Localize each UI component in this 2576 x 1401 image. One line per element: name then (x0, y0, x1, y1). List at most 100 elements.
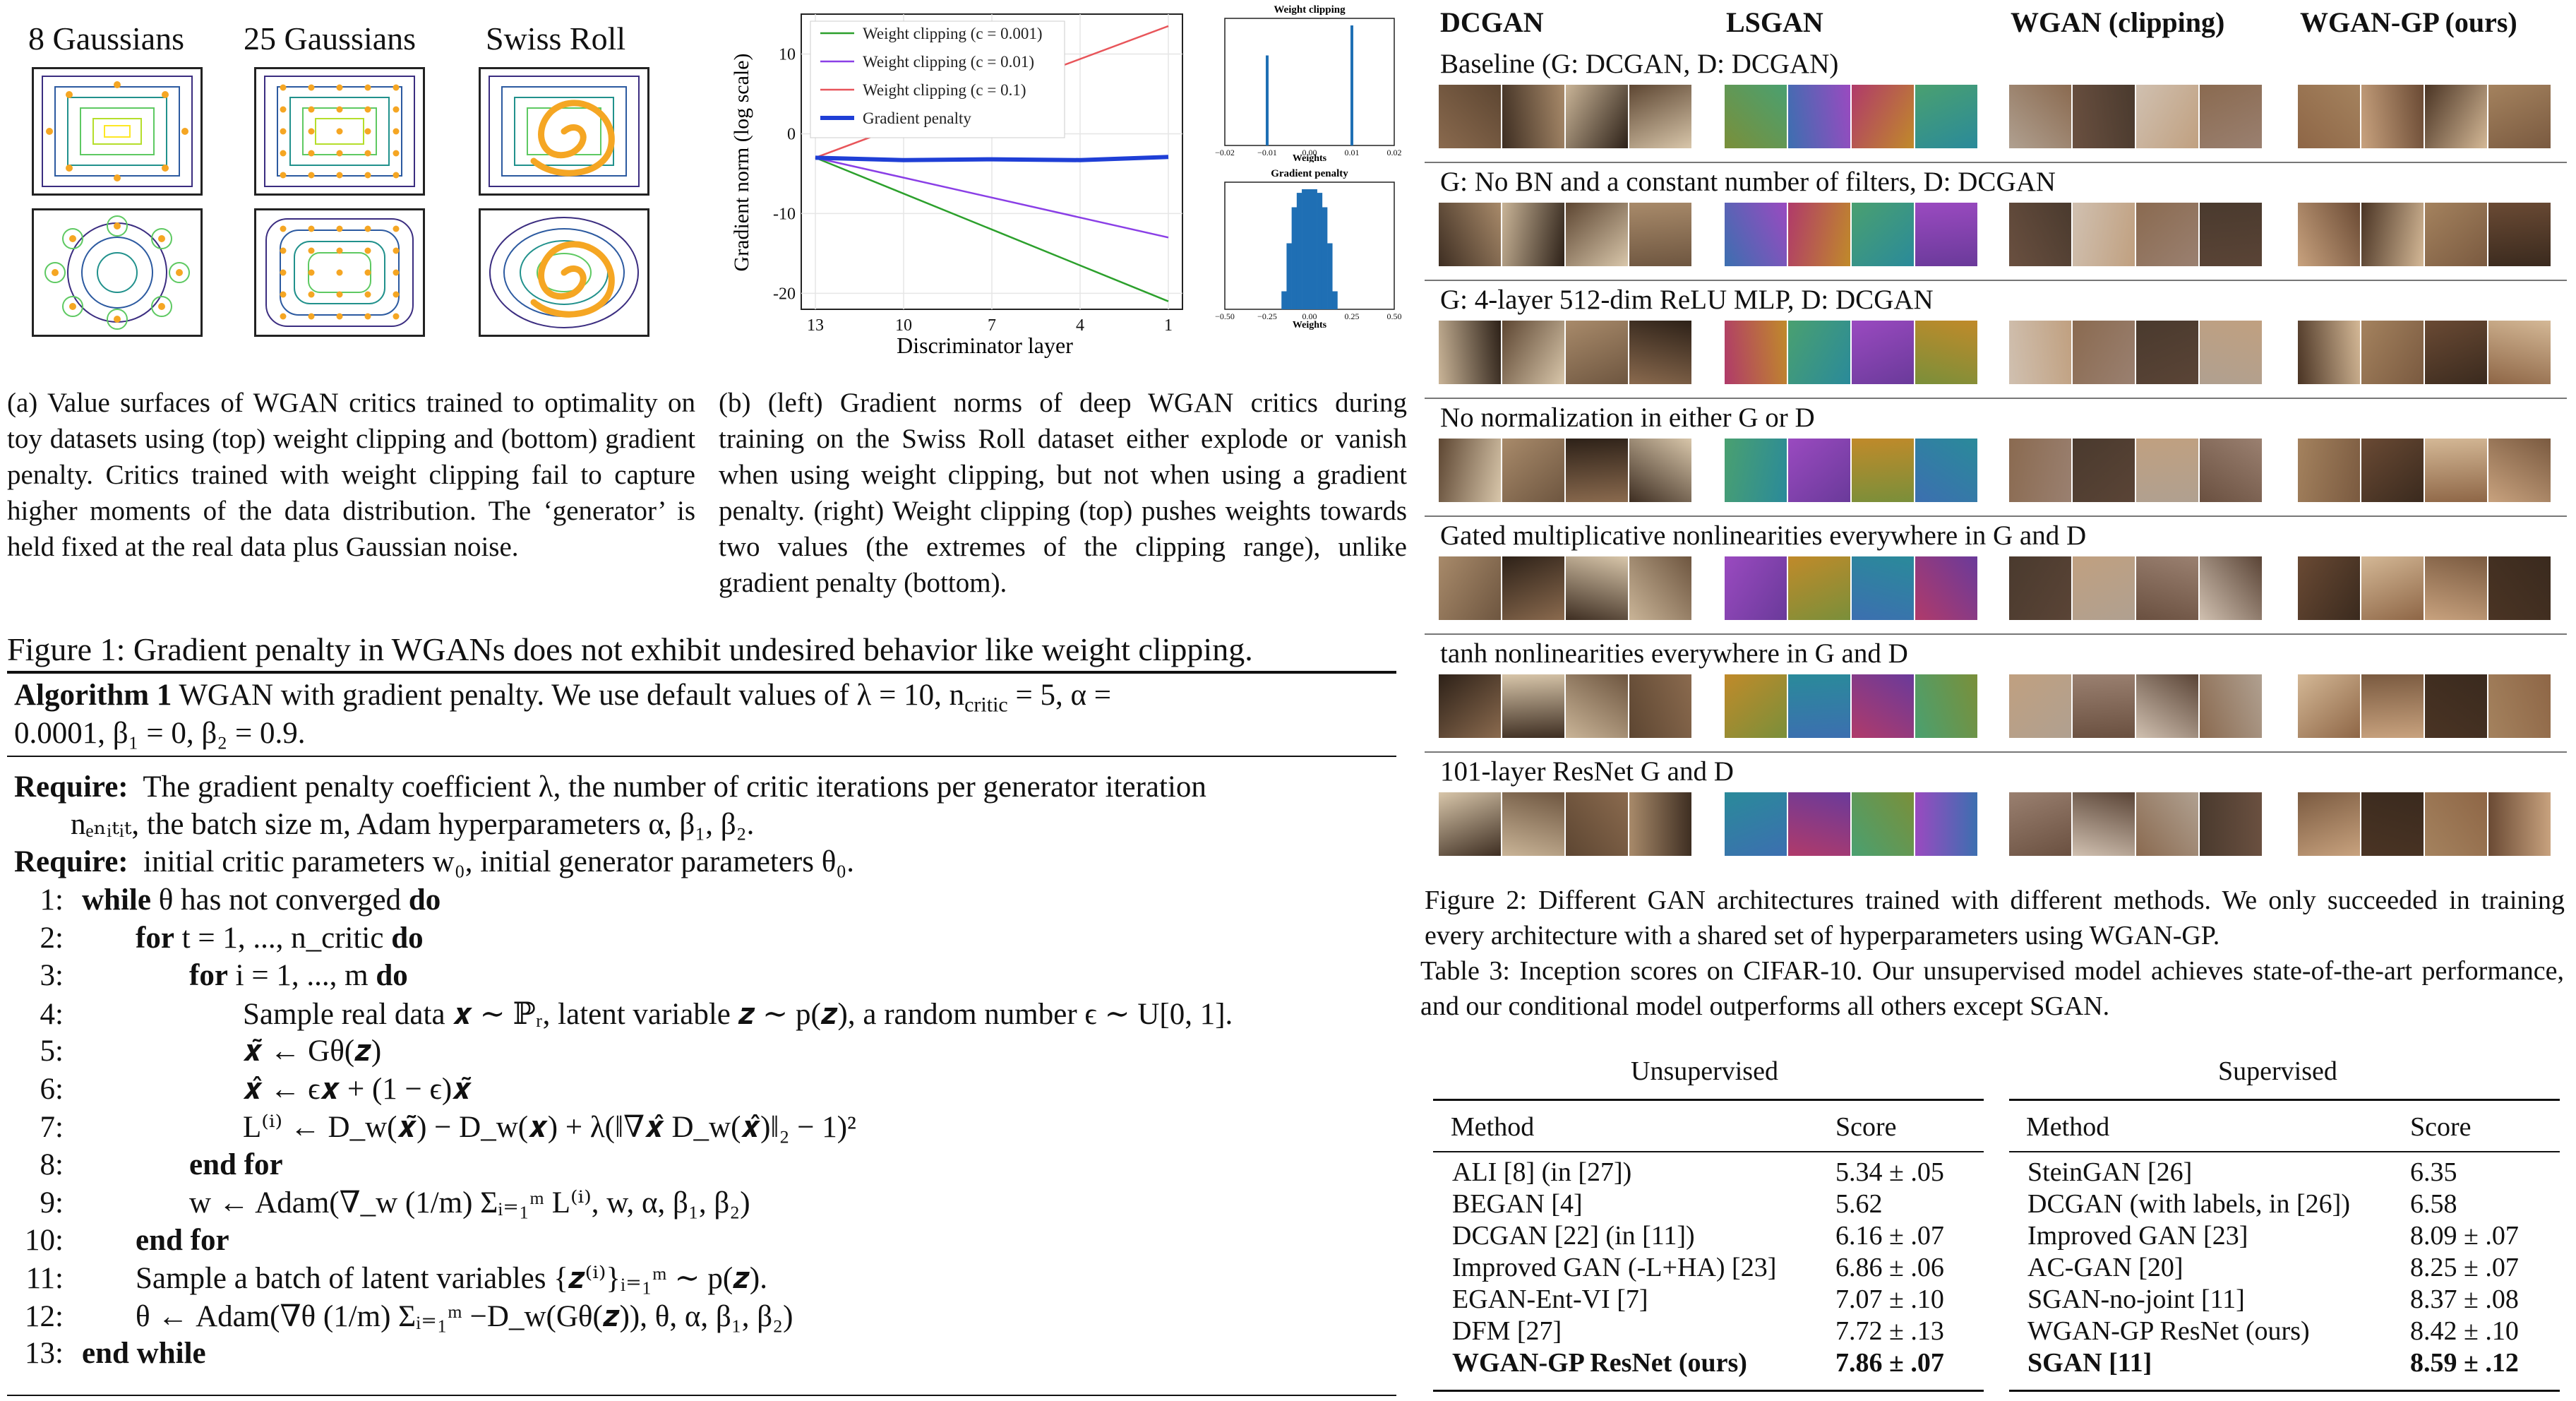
sample-image-strip (2298, 556, 2552, 620)
legend-entry: Weight clipping (c = 0.1) (863, 81, 1026, 99)
sample-image-strip (1725, 85, 1979, 148)
supervised-row-method: Improved GAN [23] (2027, 1221, 2248, 1251)
sample-image-strip (2298, 203, 2552, 266)
sample-image-strip (2298, 674, 2552, 738)
legend-entry: Gradient penalty (863, 109, 971, 127)
hist-bar (1327, 243, 1333, 309)
sample-image-strip (1725, 556, 1979, 620)
toy-title-8-gaussians: 8 Gaussians (28, 20, 185, 56)
sample-image-strip (2009, 203, 2263, 266)
x-tick-label: 13 (807, 316, 824, 335)
sample-image-strip (1439, 203, 1693, 266)
sample-image-strip (2298, 439, 2552, 502)
algorithm-mid-rule (7, 756, 1396, 757)
hist-tick-label: 0.02 (1387, 148, 1402, 157)
figure2-caption: Figure 2: Different GAN architectures tr… (1425, 886, 2565, 950)
unsupervised-row-score: 6.86 ± .06 (1835, 1253, 1944, 1282)
row-label: Baseline (G: DCGAN, D: DCGAN) (1440, 49, 1839, 79)
unsup-header-score: Score (1835, 1112, 1897, 1142)
unsupervised-row-method: Improved GAN (-L+HA) [23] (1452, 1253, 1777, 1282)
hist-bar (1286, 243, 1292, 309)
algorithm-step: 3: for i = 1, ..., m do (40, 959, 408, 992)
hist-bar (1350, 25, 1353, 145)
weight-clipping-histogram: Weight clipping −0.02 −0.01 0.00 0.01 0.02 W… (1215, 4, 1402, 162)
gradient-penalty-histogram: Gradient penalty −0.50 −0.25 0.00 0.25 0.50 … (1215, 168, 1401, 330)
row-separator (1425, 398, 2567, 399)
sample-image-strip (2009, 674, 2263, 738)
toy-panel-swiss-roll-clipping (479, 67, 649, 196)
sample-image-strip (1725, 203, 1979, 266)
algorithm-bottom-rule (7, 1395, 1396, 1396)
y-tick-label: 10 (779, 45, 796, 64)
row-separator (1425, 280, 2567, 281)
legend-entry: Weight clipping (c = 0.001) (863, 25, 1042, 42)
unsupervised-row-method: WGAN-GP ResNet (ours) (1452, 1348, 1747, 1378)
sample-image-strip (2009, 321, 2263, 384)
hist-bar (1307, 189, 1312, 309)
unsupervised-title: Unsupervised (1631, 1056, 1778, 1086)
hist-tick-label: 0.00 (1302, 311, 1317, 321)
unsupervised-row-method: DCGAN [22] (in [11]) (1452, 1221, 1695, 1251)
hist-bar (1312, 189, 1317, 309)
algorithm-step: 4: Sample real data 𝒙 ∼ ℙᵣ, latent variab… (40, 997, 1233, 1031)
sample-image-strip (1725, 321, 1979, 384)
unsupervised-row-method: ALI [8] (in [27]) (1452, 1157, 1632, 1187)
series-line (815, 157, 1169, 239)
unsupervised-row-method: EGAN-Ent-VI [7] (1452, 1284, 1648, 1314)
hist-tick-label: 0.01 (1345, 148, 1360, 157)
toy-panel-8-gaussians-clipping (32, 67, 203, 196)
supervised-row-method: SGAN-no-joint [11] (2027, 1284, 2245, 1314)
unsupervised-row-method: BEGAN [4] (1452, 1189, 1583, 1219)
supervised-title: Supervised (2218, 1056, 2337, 1086)
toy-title-swiss-roll: Swiss Roll (486, 20, 626, 56)
unsupervised-row-method: DFM [27] (1452, 1316, 1562, 1346)
unsup-header-method: Method (1451, 1112, 1535, 1142)
toy-panel-25-gaussians-clipping (254, 67, 425, 196)
col-head-wgan-clipping: WGAN (clipping) (2011, 6, 2225, 38)
sample-image-strip (1439, 792, 1693, 856)
hist-tick-label: −0.25 (1257, 311, 1277, 321)
row-label: tanh nonlinearities everywhere in G and … (1440, 638, 1908, 669)
series-line (815, 157, 1169, 302)
x-tick-label: 7 (988, 316, 996, 335)
supervised-row-score: 8.25 ± .07 (2410, 1253, 2519, 1282)
hist-title-clipping: Weight clipping (1274, 4, 1346, 16)
algorithm-step: 7: L⁽ⁱ⁾ ← D_w(𝒙̃) − D_w(𝒙) + λ(‖∇𝒙̂ D_w(𝒙… (40, 1111, 856, 1144)
require-1b: nₑₙᵢₜᵢₜ, the batch size m, Adam hyperpar… (71, 808, 755, 841)
hist-tick-label: 0.25 (1345, 311, 1360, 321)
hist-bar (1291, 207, 1298, 309)
row-label: G: 4-layer 512-dim ReLU MLP, D: DCGAN (1440, 285, 1934, 315)
unsupervised-row-score: 5.62 (1835, 1189, 1883, 1219)
col-head-dcgan: DCGAN (1440, 6, 1544, 38)
y-axis-label: Gradient norm (log scale) (730, 53, 753, 271)
sample-image-strip (1439, 85, 1693, 148)
hist-title-gp: Gradient penalty (1271, 168, 1348, 179)
caption-b: (b) (left) Gradient norms of deep WGAN c… (719, 388, 1407, 598)
row-separator (1425, 515, 2567, 517)
algorithm-top-rule (7, 671, 1396, 674)
sample-image-strip (2009, 439, 2263, 502)
hist-tick-label: −0.50 (1215, 311, 1235, 321)
require-1: Require: The gradient penalty coefficien… (14, 770, 1206, 804)
supervised-row-score: 6.58 (2410, 1189, 2457, 1219)
sample-image-strip (1439, 556, 1693, 620)
hist-bar (1281, 291, 1287, 309)
col-head-lsgan: LSGAN (1726, 6, 1823, 38)
y-tick-label: -10 (773, 205, 796, 223)
supervised-row-method: AC-GAN [20] (2027, 1253, 2183, 1282)
sample-image-strip (1725, 674, 1979, 738)
algorithm-title: Algorithm 1 WGAN with gradient penalty. … (14, 679, 1112, 717)
supervised-row-method: WGAN-GP ResNet (ours) (2027, 1316, 2310, 1346)
table3-caption: Table 3: Inception scores on CIFAR-10. O… (1420, 956, 2564, 1021)
unsupervised-row-score: 6.16 ± .07 (1835, 1221, 1944, 1251)
algorithm-step: 13: end while (25, 1337, 206, 1370)
sample-image-strip (1725, 439, 1979, 502)
sample-image-strip (2298, 85, 2552, 148)
supervised-row-score: 8.59 ± .12 (2410, 1348, 2519, 1378)
hist-bar (1296, 193, 1302, 309)
supervised-row-score: 8.09 ± .07 (2410, 1221, 2519, 1251)
sample-image-strip (2298, 321, 2552, 384)
x-tick-label: 4 (1076, 316, 1084, 335)
y-tick-label: -20 (773, 285, 796, 303)
sample-image-strip (2009, 85, 2263, 148)
